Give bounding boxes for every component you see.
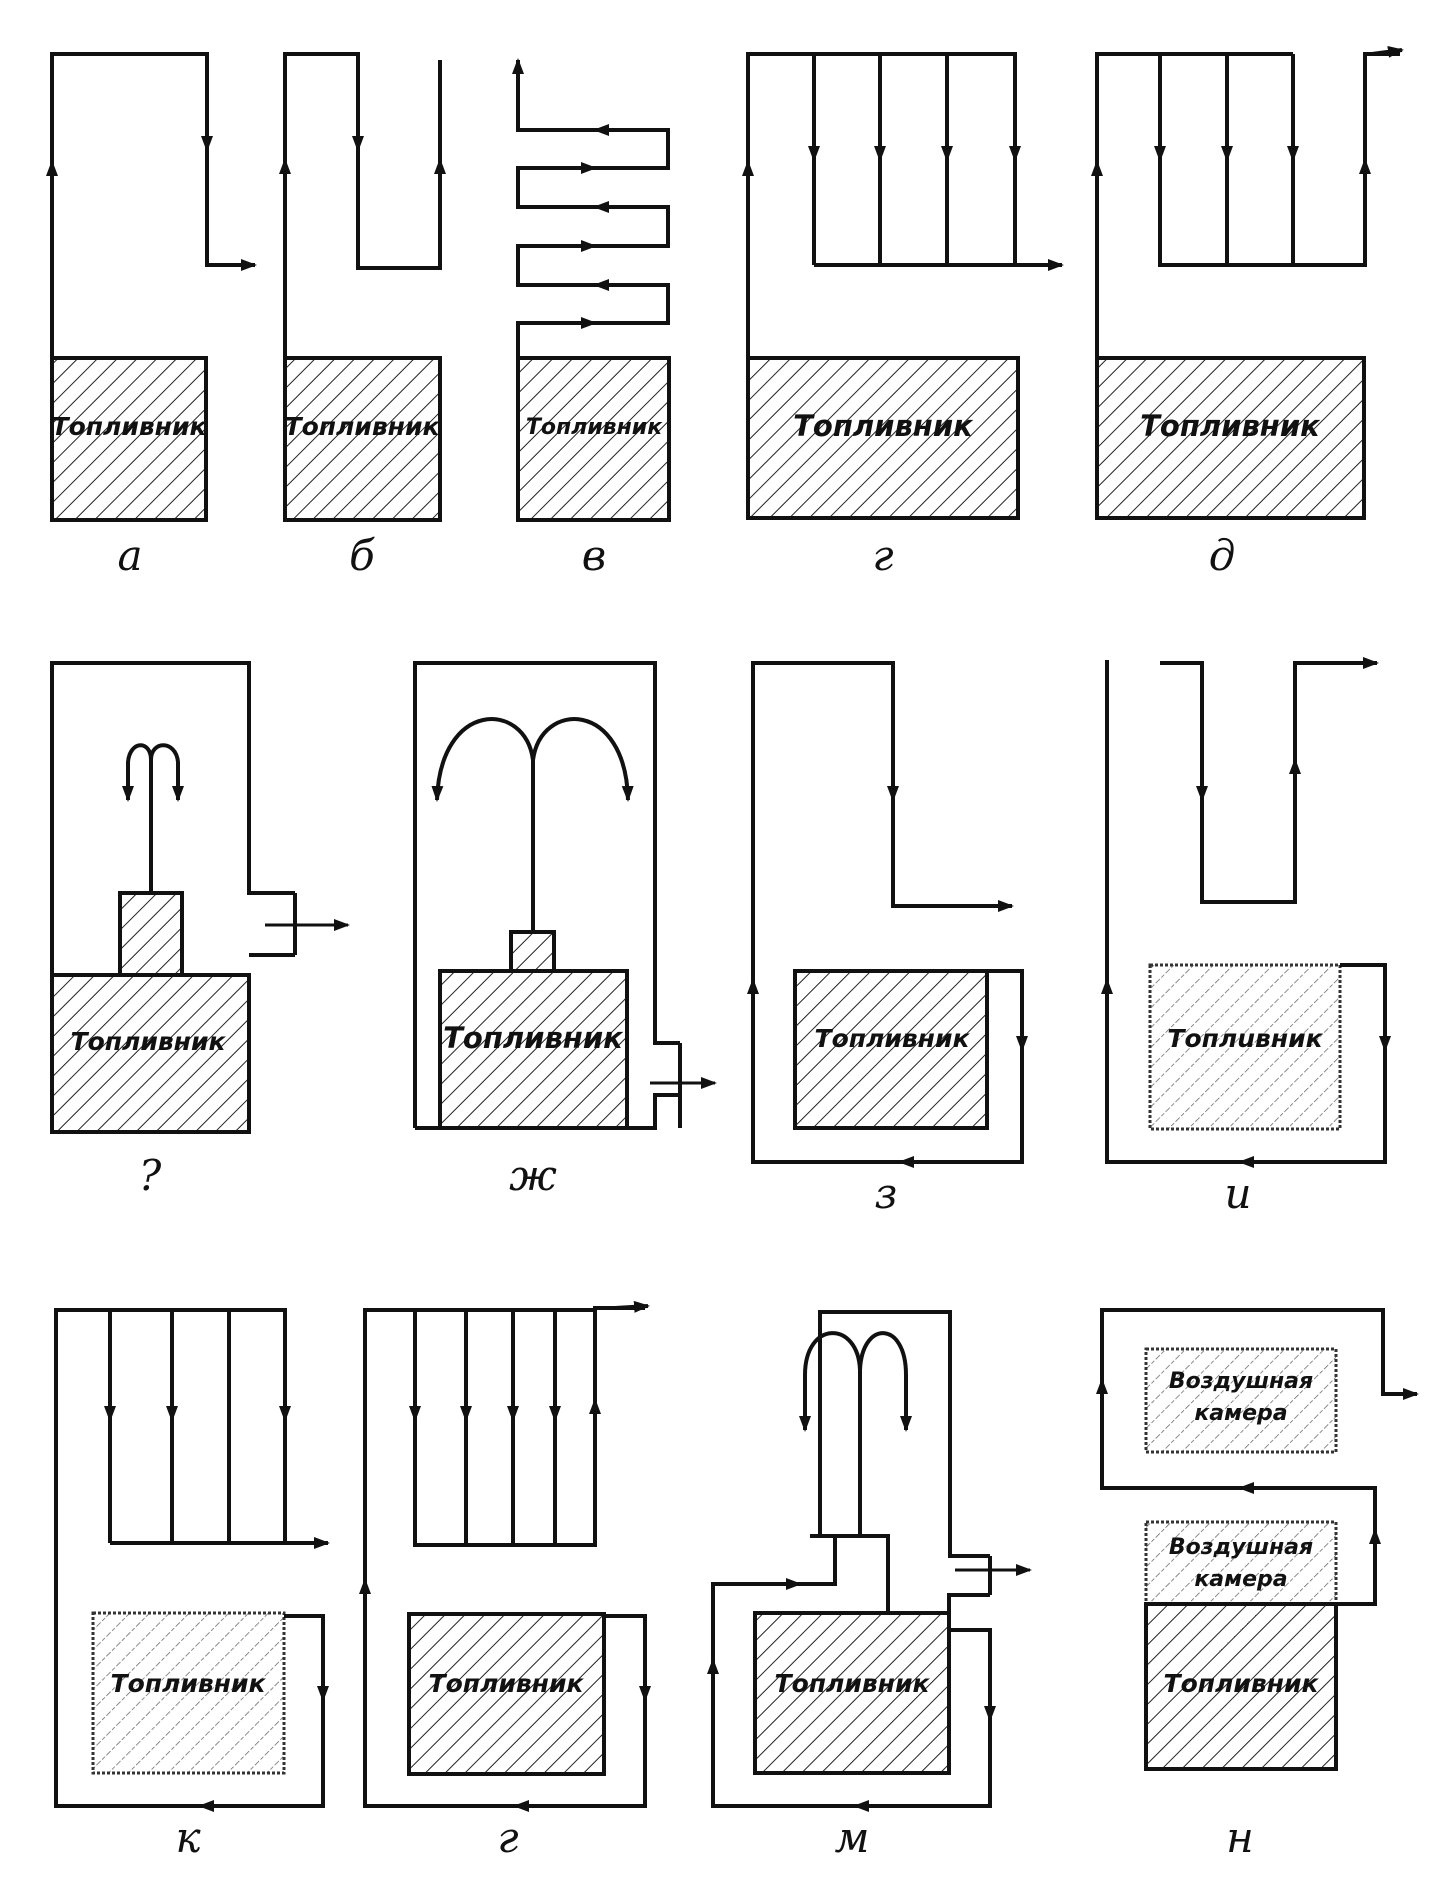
- firebox: [50, 973, 251, 1134]
- flue-path: [363, 1308, 647, 1808]
- air-chamber-label: камера: [1194, 1401, 1287, 1426]
- flue-path: [1158, 52, 1400, 267]
- flow-arrow: [799, 1331, 862, 1432]
- firebox: [50, 356, 208, 522]
- scheme-label: д: [1209, 531, 1236, 580]
- air-chamber-label: Воздушная: [1169, 1369, 1313, 1394]
- firebox-label: Топливник: [285, 412, 441, 441]
- flow-arrow: [614, 1300, 650, 1313]
- flow-arrow: [149, 743, 184, 802]
- firebox: [438, 969, 629, 1130]
- firebox: [1144, 1602, 1338, 1771]
- firebox-label: Топливник: [111, 1669, 267, 1698]
- firebox-label: Топливник: [1140, 409, 1321, 443]
- scheme-l: Топливник г: [359, 1300, 651, 1862]
- scheme-label: ж: [509, 1151, 557, 1200]
- flue-path: [516, 60, 670, 358]
- flow-arrow: [1371, 45, 1404, 58]
- flue-path: [413, 661, 680, 1128]
- scheme-m: Топливник м: [707, 1310, 1032, 1862]
- scheme-label: а: [117, 531, 142, 580]
- scheme-label: к: [175, 1813, 201, 1862]
- air-chamber-label: камера: [1194, 1567, 1287, 1592]
- scheme-label: и: [1224, 1169, 1251, 1218]
- scheme-label: б: [349, 531, 375, 580]
- flue-path: [818, 1310, 990, 1558]
- scheme-label: г: [872, 531, 893, 580]
- firebox: [1095, 356, 1366, 520]
- flue-path: [415, 1093, 680, 1130]
- scheme-e: Топливник ?: [50, 661, 350, 1200]
- firebox: [91, 1611, 286, 1775]
- firebox-label: Топливник: [1164, 1669, 1320, 1698]
- scheme-b: Топливник б: [279, 52, 446, 580]
- flue-path: [711, 1536, 992, 1808]
- flue-path: [947, 1593, 990, 1613]
- firebox-label: Топливник: [793, 409, 974, 443]
- scheme-zh: Топливник ж: [413, 661, 717, 1200]
- firebox-label: Топливник: [52, 412, 208, 441]
- flue-path: [54, 1308, 325, 1808]
- flue-path: [751, 661, 1024, 1164]
- firebox-label: Топливник: [429, 1669, 585, 1698]
- firebox: [407, 1612, 606, 1776]
- flow-arrow: [431, 717, 535, 802]
- flue-path: [50, 52, 255, 358]
- flow-arrow: [122, 743, 153, 802]
- flue-path: [50, 661, 295, 975]
- scheme-v: Топливник в: [512, 58, 671, 580]
- scheme-d: Топливник д: [1091, 45, 1404, 580]
- flue-path: [1095, 52, 1293, 358]
- flow-arrow: [858, 1331, 912, 1432]
- flow-arrow: [531, 717, 634, 802]
- flue-path: [1160, 661, 1373, 904]
- air-chamber-top: [1144, 1347, 1338, 1454]
- firebox: [1148, 963, 1342, 1131]
- firebox-label: Топливник: [526, 415, 663, 440]
- scheme-n: Воздушная камера Воздушная камера Топлив…: [1096, 1308, 1419, 1862]
- scheme-a: Топливник а: [46, 52, 257, 580]
- scheme-i: Топлuвник и: [1101, 657, 1391, 1218]
- firebox-label: Топливник: [443, 1021, 624, 1055]
- flue-path: [283, 52, 442, 358]
- scheme-label: м: [835, 1813, 870, 1862]
- scheme-z: Топливник з: [747, 661, 1028, 1218]
- firebox: [793, 969, 989, 1130]
- firebox: [516, 356, 671, 522]
- firebox-label: Топливник: [71, 1027, 227, 1056]
- firebox-label: Топливник: [815, 1024, 971, 1053]
- burner-block: [118, 891, 184, 977]
- burner-block: [509, 930, 556, 973]
- scheme-g: Топливник г: [742, 52, 1064, 580]
- firebox-label: Топлuвник: [1167, 1024, 1323, 1053]
- firebox: [746, 356, 1020, 520]
- firebox: [753, 1611, 951, 1775]
- scheme-label: г: [497, 1813, 518, 1862]
- firebox-label: Топливник: [775, 1669, 931, 1698]
- scheme-label: в: [582, 531, 606, 580]
- scheme-label: з: [875, 1169, 898, 1218]
- scheme-k: Топливник к: [54, 1308, 330, 1862]
- firebox: [283, 356, 442, 522]
- flue-path: [413, 1306, 645, 1547]
- scheme-label: н: [1226, 1813, 1254, 1862]
- air-chamber-label: Воздушная: [1169, 1535, 1313, 1560]
- scheme-label: ?: [139, 1151, 162, 1200]
